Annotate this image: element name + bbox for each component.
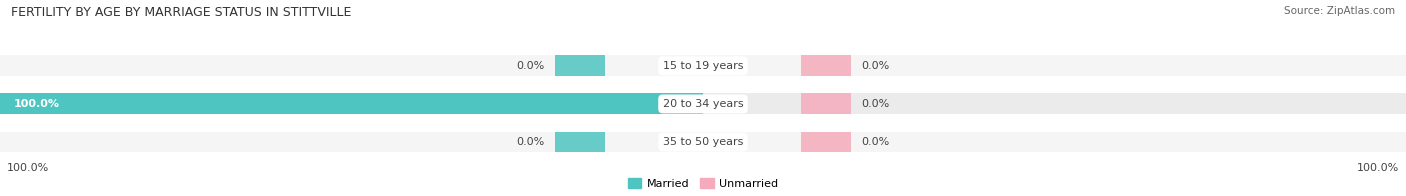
Bar: [0, 93, 1406, 114]
Text: 35 to 50 years: 35 to 50 years: [662, 137, 744, 147]
Bar: [801, 55, 851, 76]
Bar: [555, 55, 605, 76]
Bar: [0, 132, 1406, 152]
Bar: [0, 93, 703, 114]
Bar: [0, 55, 1406, 76]
Text: 15 to 19 years: 15 to 19 years: [662, 61, 744, 71]
Text: 0.0%: 0.0%: [860, 99, 890, 109]
Text: Source: ZipAtlas.com: Source: ZipAtlas.com: [1284, 6, 1395, 16]
Text: 0.0%: 0.0%: [516, 137, 546, 147]
Text: 100.0%: 100.0%: [14, 99, 60, 109]
Text: 100.0%: 100.0%: [1357, 163, 1399, 173]
Text: FERTILITY BY AGE BY MARRIAGE STATUS IN STITTVILLE: FERTILITY BY AGE BY MARRIAGE STATUS IN S…: [11, 6, 352, 19]
Bar: [555, 132, 605, 152]
Text: 20 to 34 years: 20 to 34 years: [662, 99, 744, 109]
Bar: [801, 132, 851, 152]
Text: 0.0%: 0.0%: [860, 137, 890, 147]
Text: 0.0%: 0.0%: [860, 61, 890, 71]
Text: 0.0%: 0.0%: [516, 61, 546, 71]
Legend: Married, Unmarried: Married, Unmarried: [626, 176, 780, 191]
Bar: [801, 93, 851, 114]
Text: 100.0%: 100.0%: [7, 163, 49, 173]
